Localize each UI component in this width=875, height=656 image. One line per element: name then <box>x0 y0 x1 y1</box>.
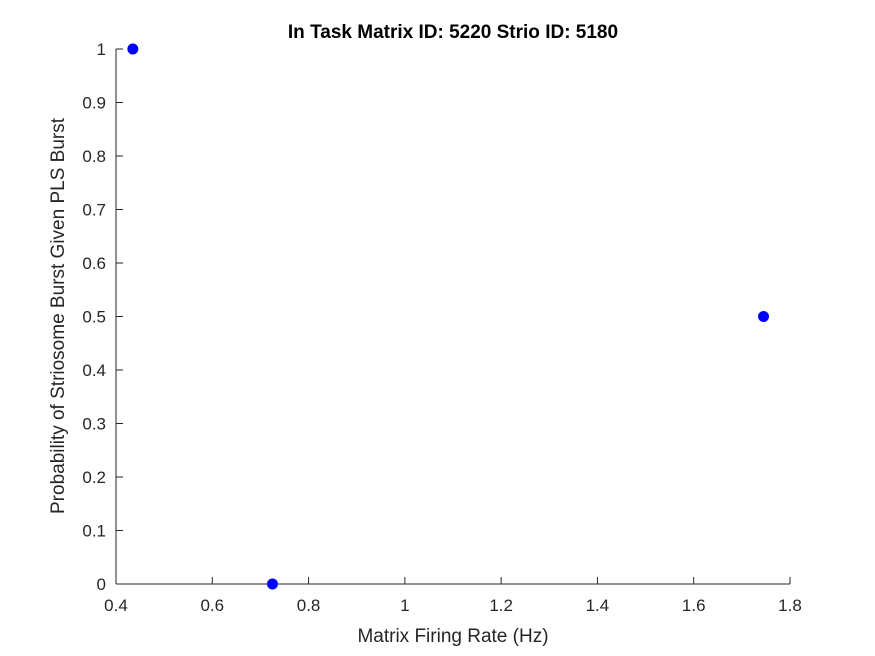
x-axis-ticks: 0.4 0.6 0.8 1 1.2 1.4 1.6 1.8 <box>104 577 802 615</box>
x-tick-label: 0.4 <box>104 596 128 615</box>
y-tick-label: 0.5 <box>82 308 106 327</box>
x-tick-label: 1.8 <box>778 596 802 615</box>
y-tick-label: 0.1 <box>82 522 106 541</box>
data-point <box>127 43 139 55</box>
y-tick-label: 0.6 <box>82 254 106 273</box>
x-tick-label: 1.6 <box>682 596 706 615</box>
y-tick-label: 0 <box>97 575 106 594</box>
data-point <box>266 578 278 590</box>
data-point <box>758 311 770 322</box>
y-tick-label: 1 <box>97 40 106 59</box>
y-axis-ticks: 0 0.1 0.2 0.3 0.4 0.5 0.6 0.7 0.8 0.9 1 <box>82 40 123 594</box>
y-tick-label: 0.8 <box>82 147 106 166</box>
chart-title: In Task Matrix ID: 5220 Strio ID: 5180 <box>288 22 618 43</box>
x-tick-label: 1.4 <box>586 596 610 615</box>
y-tick-label: 0.4 <box>82 361 106 380</box>
x-tick-label: 1.2 <box>489 596 513 615</box>
axes <box>115 49 790 585</box>
data-points <box>127 43 770 590</box>
x-tick-label: 0.8 <box>297 596 321 615</box>
x-tick-label: 1 <box>400 596 409 615</box>
x-axis-label: Matrix Firing Rate (Hz) <box>357 626 548 647</box>
y-tick-label: 0.3 <box>82 415 106 434</box>
y-tick-label: 0.7 <box>82 201 106 220</box>
y-tick-label: 0.9 <box>82 94 106 113</box>
y-axis-label: Probability of Striosome Burst Given PLS… <box>48 117 69 514</box>
x-tick-label: 0.6 <box>200 596 224 615</box>
y-tick-label: 0.2 <box>82 468 106 487</box>
